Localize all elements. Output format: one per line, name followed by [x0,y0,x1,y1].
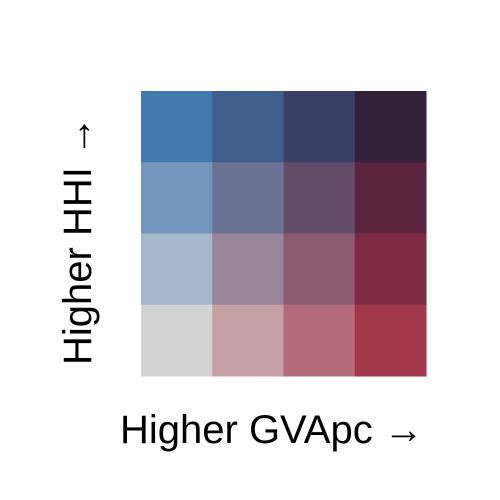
legend-cell-x4-y3 [354,162,427,234]
legend-cell-x1-y1 [141,304,213,377]
legend-cell-x1-y2 [141,233,213,306]
legend-cell-x4-y2 [354,233,427,306]
legend-cell-x2-y4 [212,91,284,163]
legend-cell-x4-y1 [354,304,427,377]
legend-cell-x4-y4 [354,91,427,163]
legend-cell-x2-y3 [212,162,284,234]
legend-cell-x3-y4 [283,91,356,163]
legend-cell-x2-y1 [212,304,284,377]
legend-cell-x2-y2 [212,233,284,306]
x-axis-label: Higher GVApc → [120,408,424,452]
legend-cell-x1-y3 [141,162,213,234]
legend-cell-x3-y1 [283,304,356,377]
y-axis-label: Higher HHI → [56,116,100,365]
legend-cells [141,91,427,377]
legend-cell-x3-y2 [283,233,356,306]
legend-cell-x3-y3 [283,162,356,234]
legend-cell-x1-y4 [141,91,213,163]
